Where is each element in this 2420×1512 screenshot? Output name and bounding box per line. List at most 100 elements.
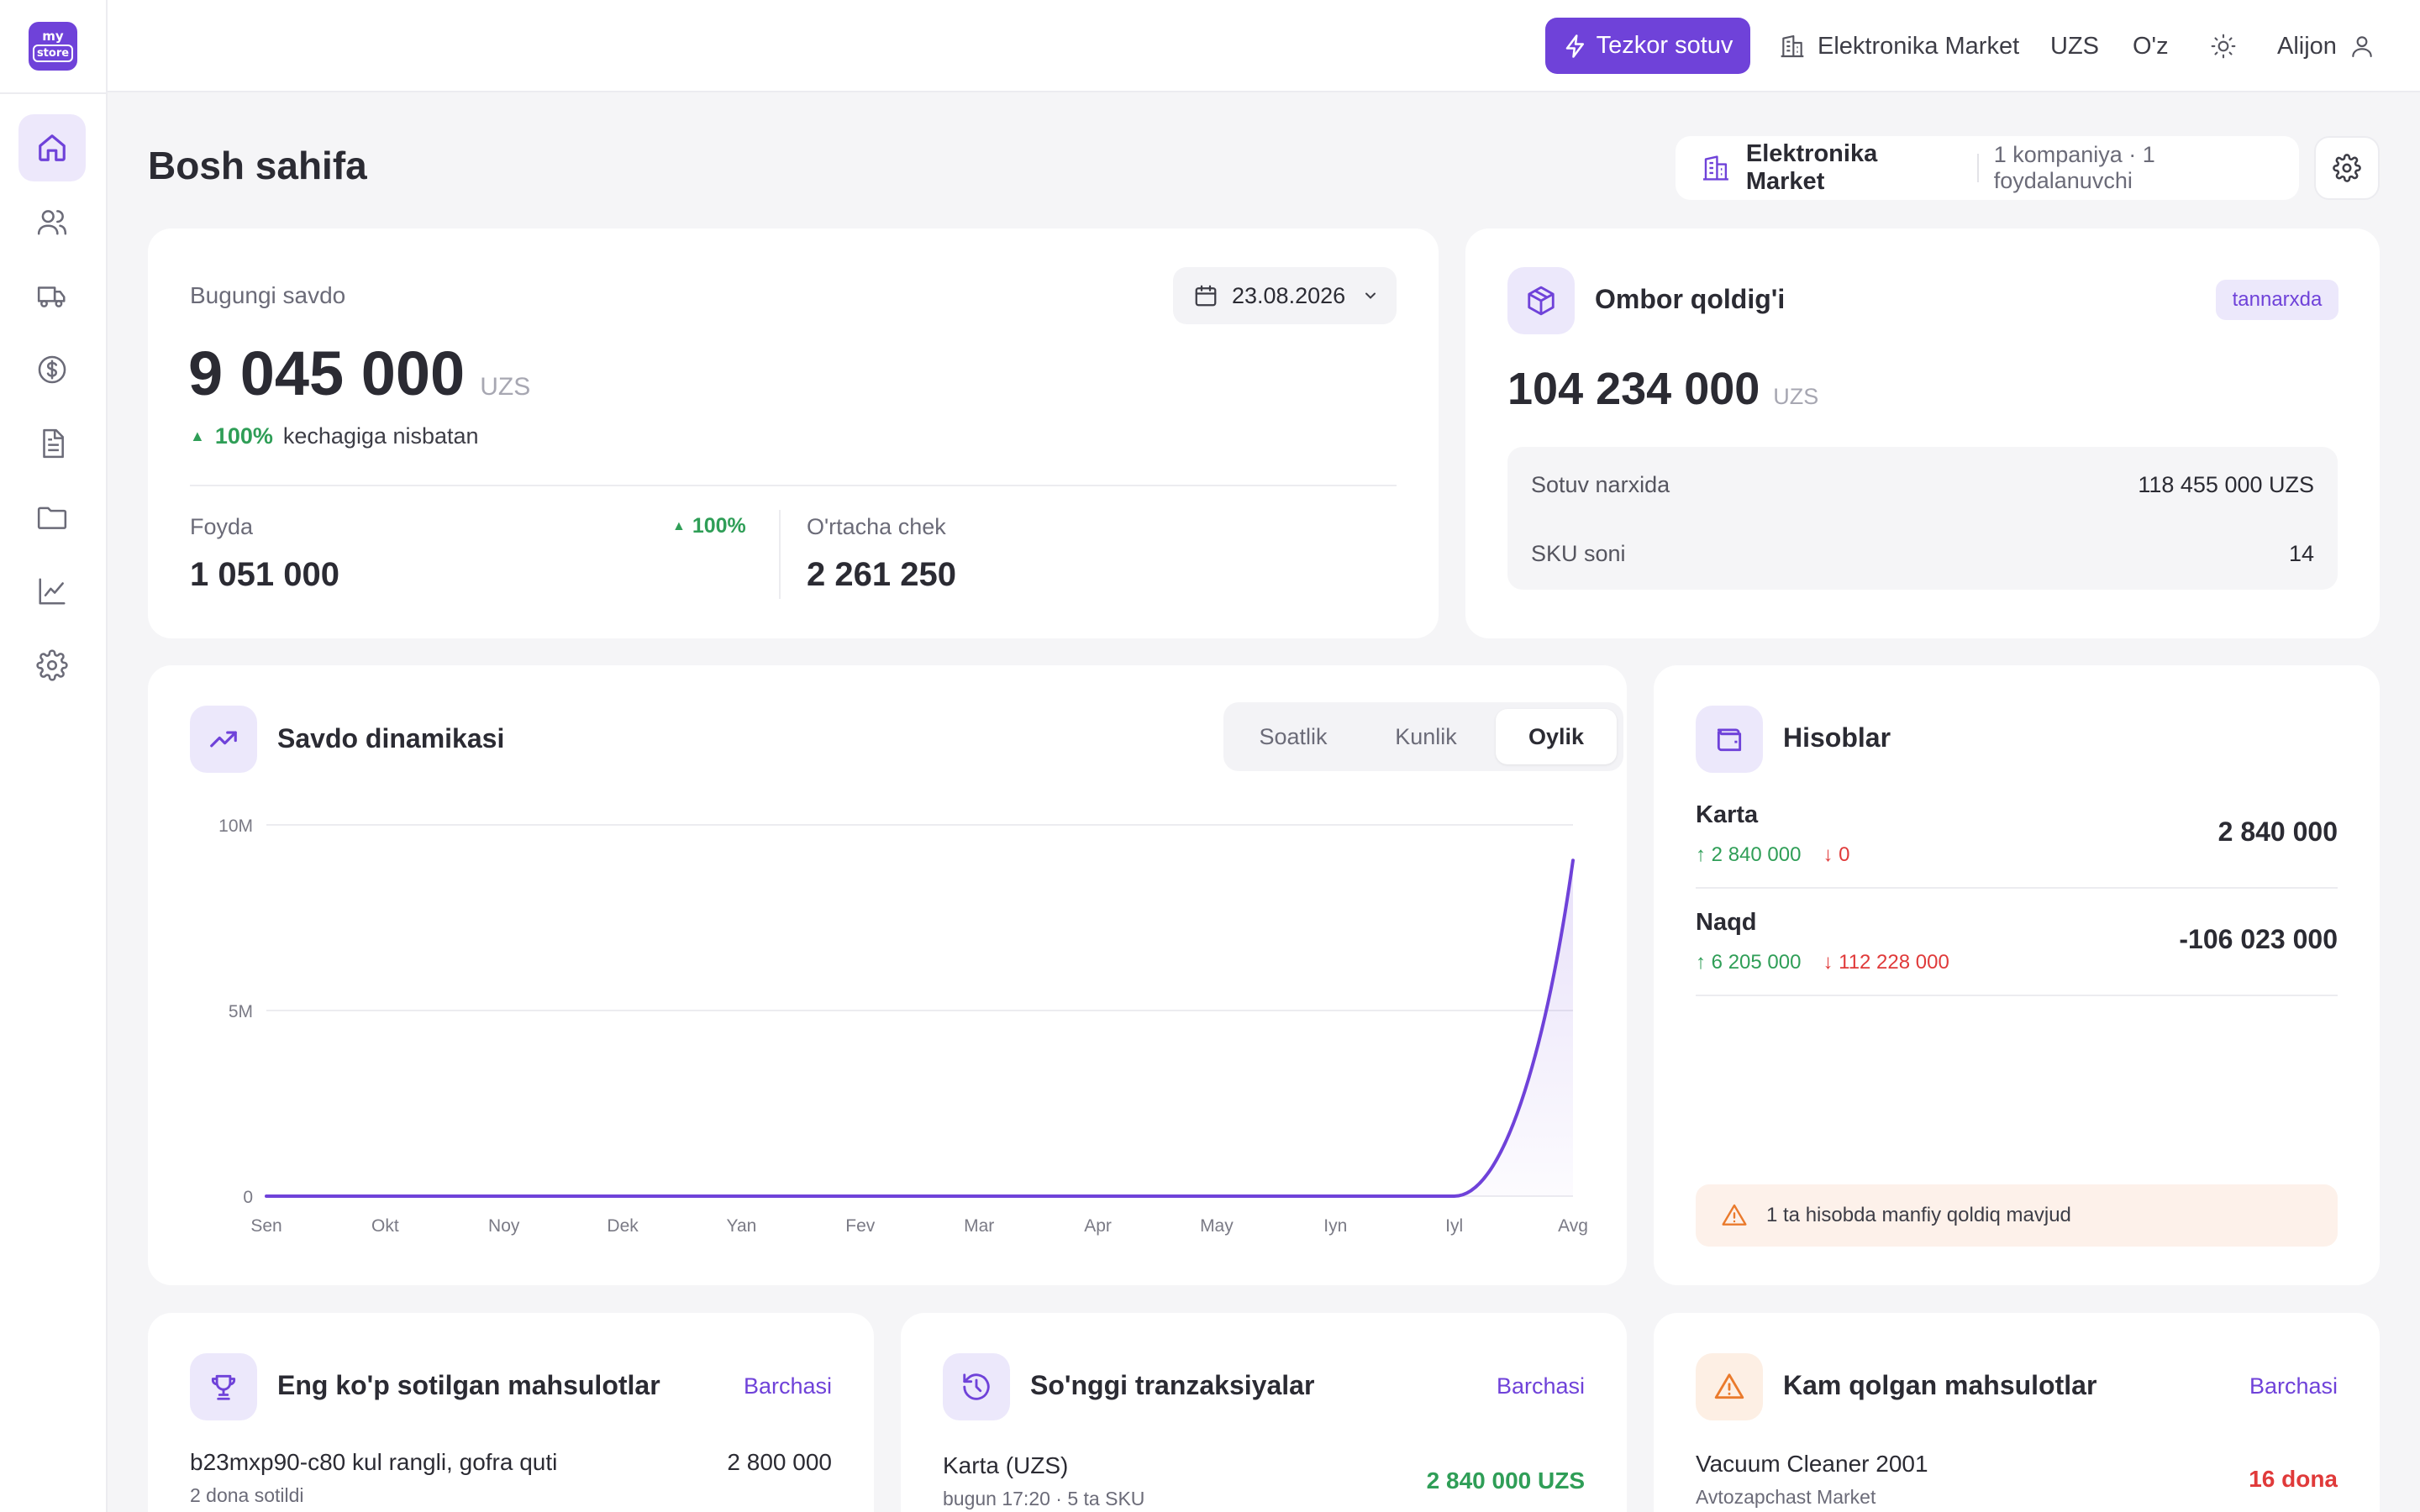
user-menu[interactable]: Alijon bbox=[2277, 0, 2375, 92]
low-stock-product-name: Vacuum Cleaner 2001 bbox=[1696, 1451, 1928, 1477]
company-info[interactable]: Elektronika Market 1 kompaniya · 1 foyda… bbox=[1676, 136, 2299, 200]
building-icon bbox=[1702, 155, 1728, 181]
top-products-card: Eng ko'p sotilgan mahsulotlar Barchasi b… bbox=[148, 1313, 874, 1512]
account-row-cash[interactable]: Naqd ↑ 6 205 000 ↓ 112 228 000 -106 023 … bbox=[1696, 889, 2338, 996]
tab-daily[interactable]: Kunlik bbox=[1395, 723, 1457, 749]
transactions-view-all-link[interactable]: Barchasi bbox=[1496, 1373, 1585, 1399]
language-label: O'z bbox=[2133, 32, 2169, 60]
page-title: Bosh sahifa bbox=[148, 144, 367, 187]
series-area bbox=[266, 860, 1573, 1196]
top-products-view-all-link[interactable]: Barchasi bbox=[743, 1373, 832, 1399]
sku-count-value: 14 bbox=[2288, 541, 2314, 566]
low-stock-icon-box bbox=[1696, 1353, 1763, 1420]
date-picker[interactable]: 23.08.2026 bbox=[1173, 267, 1397, 324]
sidebar-item-folders[interactable] bbox=[18, 484, 86, 551]
sidebar-divider bbox=[0, 92, 106, 94]
list-item[interactable]: b23mxp90-c80 kul rangli, gofra quti 2 do… bbox=[190, 1449, 832, 1507]
transaction-meta: bugun 17:20 · 5 ta SKU bbox=[943, 1488, 1145, 1509]
store-name: Elektronika Market bbox=[1818, 32, 2020, 60]
x-tick-label: Mar bbox=[964, 1216, 994, 1236]
warehouse-stats: Sotuv narxida 118 455 000 UZS SKU soni 1… bbox=[1507, 447, 2338, 590]
box-icon bbox=[1528, 286, 1555, 316]
sidebar-item-users[interactable] bbox=[18, 188, 86, 255]
warehouse-title: Ombor qoldig'i bbox=[1595, 284, 1786, 314]
tab-monthly[interactable]: Oylik bbox=[1496, 709, 1617, 764]
sidebar-item-reports[interactable] bbox=[18, 558, 86, 625]
wallet-icon bbox=[1717, 728, 1742, 752]
account-out-value: 0 bbox=[1839, 843, 1850, 866]
account-out-value: 112 228 000 bbox=[1839, 951, 1949, 974]
warning-icon bbox=[1722, 1204, 1747, 1226]
quick-sale-button[interactable]: Tezkor sotuv bbox=[1545, 18, 1750, 74]
language-switcher[interactable]: O'z bbox=[2133, 0, 2169, 92]
lightning-icon bbox=[1565, 34, 1584, 58]
folder-icon bbox=[37, 507, 67, 529]
account-row-card[interactable]: Karta ↑ 2 840 000 ↓ 0 2 840 000 bbox=[1696, 781, 2338, 889]
chart-line-icon bbox=[39, 578, 66, 605]
x-tick-label: Sen bbox=[250, 1216, 281, 1236]
x-tick-label: Dek bbox=[607, 1216, 639, 1236]
x-tick-label: May bbox=[1200, 1216, 1234, 1236]
divider bbox=[1976, 154, 1979, 182]
triangle-up-icon: ▲ bbox=[672, 518, 686, 533]
tab-hourly[interactable]: Soatlik bbox=[1259, 723, 1328, 749]
quick-sale-label: Tezkor sotuv bbox=[1596, 32, 1733, 59]
profit-value: 1 051 000 bbox=[190, 556, 339, 593]
users-icon bbox=[37, 210, 67, 235]
sidebar-item-home[interactable] bbox=[18, 114, 86, 181]
avg-check-value: 2 261 250 bbox=[807, 556, 956, 593]
low-stock-card: Kam qolgan mahsulotlar Barchasi Vacuum C… bbox=[1654, 1313, 2380, 1512]
accounts-card: Hisoblar Karta ↑ 2 840 000 ↓ 0 2 840 000… bbox=[1654, 665, 2380, 1285]
negative-balance-warning: 1 ta hisobda manfiy qoldiq mavjud bbox=[1696, 1184, 2338, 1247]
store-switcher[interactable]: Elektronika Market bbox=[1779, 0, 2019, 92]
sales-amount-row: 9 045 000 UZS bbox=[188, 338, 530, 409]
sale-price-value: 118 455 000 UZS bbox=[2138, 472, 2314, 497]
sidebar-item-finance[interactable] bbox=[18, 336, 86, 403]
low-stock-quantity: 16 dona bbox=[2249, 1466, 2338, 1492]
recent-transactions-card: So'nggi tranzaksiyalar Barchasi Karta (U… bbox=[901, 1313, 1627, 1512]
accounts-icon-box bbox=[1696, 706, 1763, 773]
low-stock-store: Avtozapchast Market bbox=[1696, 1486, 1876, 1508]
user-name: Alijon bbox=[2277, 32, 2337, 60]
dashboard-settings-button[interactable] bbox=[2314, 136, 2380, 200]
x-tick-label: Yan bbox=[727, 1216, 757, 1236]
calendar-icon bbox=[1195, 285, 1217, 307]
account-in-value: 2 840 000 bbox=[1711, 843, 1802, 866]
series-line bbox=[265, 858, 1575, 1198]
product-name: b23mxp90-c80 kul rangli, gofra quti bbox=[190, 1449, 558, 1475]
top-products-icon-box bbox=[190, 1353, 257, 1420]
profit-label: Foyda bbox=[190, 514, 254, 539]
product-revenue: 2 800 000 bbox=[727, 1449, 832, 1475]
account-flows: ↑ 2 840 000 ↓ 0 bbox=[1696, 843, 1849, 867]
sales-line-chart: 0 5M 10M Sen Okt Noy Dek Yan Fev Mar Apr May Iyn Iyl A… bbox=[218, 816, 1588, 1236]
document-icon bbox=[43, 428, 64, 459]
transaction-account: Karta (UZS) bbox=[943, 1452, 1069, 1478]
sidebar-item-settings[interactable] bbox=[18, 632, 86, 699]
y-tick-label: 10M bbox=[218, 816, 253, 836]
gear-icon bbox=[36, 649, 68, 681]
currency-switcher[interactable]: UZS bbox=[2050, 0, 2099, 92]
transactions-title: So'nggi tranzaksiyalar bbox=[1030, 1370, 1315, 1400]
warehouse-currency: UZS bbox=[1773, 384, 1819, 409]
x-tick-label: Noy bbox=[488, 1216, 520, 1236]
sidebar-item-delivery[interactable] bbox=[18, 262, 86, 329]
sales-change-pct: 100% bbox=[214, 423, 273, 449]
trophy-icon bbox=[211, 1374, 236, 1400]
account-flows: ↑ 6 205 000 ↓ 112 228 000 bbox=[1696, 951, 1949, 974]
list-item[interactable]: Karta (UZS) bugun 17:20 · 5 ta SKU 2 840… bbox=[943, 1452, 1585, 1510]
account-balance: -106 023 000 bbox=[2179, 924, 2338, 954]
list-item[interactable]: Vacuum Cleaner 2001 Avtozapchast Market … bbox=[1696, 1451, 2338, 1509]
sidebar-item-documents[interactable] bbox=[18, 410, 86, 477]
building-icon bbox=[1781, 34, 1804, 58]
low-stock-view-all-link[interactable]: Barchasi bbox=[2249, 1373, 2338, 1399]
app-logo[interactable]: my store bbox=[29, 22, 77, 71]
arrow-up-icon: ↑ bbox=[1696, 843, 1712, 866]
divider bbox=[779, 510, 781, 599]
x-tick-label: Fev bbox=[845, 1216, 876, 1236]
theme-toggle[interactable] bbox=[2210, 0, 2237, 92]
x-tick-label: Iyn bbox=[1323, 1216, 1347, 1236]
logo-text-bottom: store bbox=[32, 45, 74, 62]
dynamics-title: Savdo dinamikasi bbox=[277, 723, 505, 753]
warehouse-icon-box bbox=[1507, 267, 1575, 334]
period-tabs: Soatlik Kunlik Oylik bbox=[1223, 702, 1623, 771]
